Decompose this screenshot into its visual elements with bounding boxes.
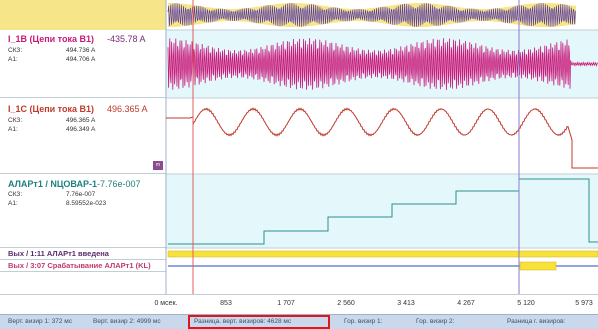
channel-mode-icon[interactable]: m (153, 161, 163, 170)
axis-tick: 5 120 (517, 300, 535, 307)
axis-tick: 5 973 (575, 300, 593, 307)
channel-a1-value: 496.349 A (66, 126, 96, 133)
plot-alar-bg (166, 174, 598, 248)
axis-tick: 0 мсек. (154, 300, 178, 307)
discrete-title: Вых / 3:07 Срабатывание АЛАРт1 (KL) (8, 261, 151, 270)
discrete-title: Вых / 1:11 АЛАРт1 введена (8, 249, 109, 258)
channel-rms-label: СКЗ: (8, 47, 23, 54)
status-bar: Верт. визир 1: 372 мс Верт. визир 2: 499… (0, 314, 598, 329)
trace-alar (168, 178, 598, 245)
channel-a1-value: 494.706 A (66, 56, 96, 63)
status-vert-cursor-2: Верт. визир 2: 4999 мс (93, 318, 161, 325)
channel-title: АЛАРт1 / NЦОВАР-1 (8, 179, 97, 189)
plot-i1c-bg (166, 98, 598, 174)
axis-tick: 4 267 (457, 300, 475, 307)
channel-a1-label: А1: (8, 56, 18, 63)
status-hor-cursor-2: Гор. визир 2: (416, 318, 455, 325)
channel-rms-value: 496.365 A (66, 117, 96, 124)
channel-label-i1c[interactable]: I_1C (Цепи тока В1) 496.365 A СКЗ: 496.3… (0, 98, 166, 174)
trace-i1b (167, 38, 598, 91)
channel-a1-value: 8.59552e-023 (66, 200, 107, 207)
axis-tick: 853 (220, 300, 232, 307)
status-hor-cursor-1: Гор. визир 1: (344, 318, 383, 325)
channel-value: 496.365 A (107, 104, 148, 114)
channel-a1-label: А1: (8, 200, 18, 207)
channel-label-i1b[interactable]: I_1B (Цепи тока В1) -435.78 A СКЗ: 494.7… (0, 30, 166, 98)
status-vert-diff: Разница. верт. визиров: 4628 мс (194, 318, 292, 325)
channel-value: -435.78 A (107, 34, 146, 44)
channel-a1-label: А1: (8, 126, 18, 133)
plot-top-yellow (0, 0, 166, 30)
channel-rms-value: 494.736 A (66, 47, 96, 54)
axis-tick: 2 560 (337, 300, 355, 307)
channel-rms-label: СКЗ: (8, 117, 23, 124)
channel-rms-label: СКЗ: (8, 191, 23, 198)
channel-title: I_1B (Цепи тока В1) (8, 34, 94, 44)
channel-title: I_1C (Цепи тока В1) (8, 104, 94, 114)
discrete-label-1[interactable]: Вых / 1:11 АЛАРт1 введена (0, 248, 166, 260)
axis-tick: 3 413 (397, 300, 415, 307)
top-waveform (167, 3, 576, 27)
channel-label-panel: I_1B (Цепи тока В1) -435.78 A СКЗ: 494.7… (0, 0, 166, 294)
channel-label-alar[interactable]: АЛАРт1 / NЦОВАР-1 -7.76e-007 СКЗ: 7.76e-… (0, 174, 166, 248)
discrete-bar-2 (519, 261, 557, 271)
channel-rms-value: 7.76e-007 (66, 191, 96, 198)
discrete-bar-1 (167, 250, 598, 258)
trace-i1c (166, 107, 598, 169)
status-hor-diff: Разница г. визиров: (507, 318, 566, 325)
status-vert-cursor-1: Верт. визир 1: 372 мс (8, 318, 73, 325)
channel-value: -7.76e-007 (97, 179, 141, 189)
waveform-plot[interactable] (0, 0, 598, 294)
time-axis: 0 мсек. 853 1 707 2 560 3 413 4 267 5 12… (0, 294, 598, 314)
discrete-label-2[interactable]: Вых / 3:07 Срабатывание АЛАРт1 (KL) (0, 260, 166, 272)
axis-tick: 1 707 (277, 300, 295, 307)
status-highlight-frame (188, 315, 330, 329)
